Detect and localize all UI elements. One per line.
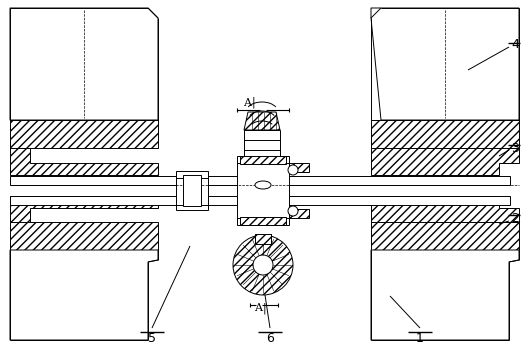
- Polygon shape: [371, 148, 519, 175]
- Bar: [240, 156, 286, 164]
- Circle shape: [288, 165, 298, 175]
- Bar: [176, 171, 208, 210]
- Polygon shape: [10, 120, 158, 148]
- Circle shape: [253, 255, 273, 275]
- Text: 1: 1: [416, 332, 424, 345]
- Bar: [10, 196, 510, 205]
- Polygon shape: [10, 196, 158, 222]
- Text: 6: 6: [266, 332, 274, 345]
- Bar: [10, 176, 510, 185]
- Ellipse shape: [255, 181, 271, 189]
- Text: 4: 4: [511, 38, 519, 52]
- Polygon shape: [371, 222, 519, 250]
- Text: A: A: [243, 98, 251, 108]
- Text: 3: 3: [511, 141, 519, 155]
- Polygon shape: [244, 112, 280, 130]
- Text: |: |: [262, 303, 266, 314]
- Bar: [289, 163, 309, 172]
- Polygon shape: [10, 250, 158, 340]
- Bar: [240, 217, 286, 225]
- Text: 5: 5: [148, 332, 156, 345]
- Polygon shape: [10, 148, 158, 175]
- Bar: [255, 234, 271, 244]
- Circle shape: [288, 206, 298, 216]
- Circle shape: [233, 235, 293, 295]
- Polygon shape: [10, 222, 158, 250]
- Polygon shape: [10, 8, 158, 120]
- Polygon shape: [371, 8, 519, 120]
- Bar: [244, 130, 280, 158]
- Bar: [237, 156, 289, 225]
- Bar: [289, 209, 309, 218]
- Bar: [183, 175, 201, 206]
- Text: A: A: [254, 303, 262, 313]
- Text: 2: 2: [511, 211, 519, 224]
- Polygon shape: [371, 250, 519, 340]
- Polygon shape: [371, 196, 519, 222]
- Text: |: |: [251, 97, 255, 108]
- Polygon shape: [371, 120, 519, 148]
